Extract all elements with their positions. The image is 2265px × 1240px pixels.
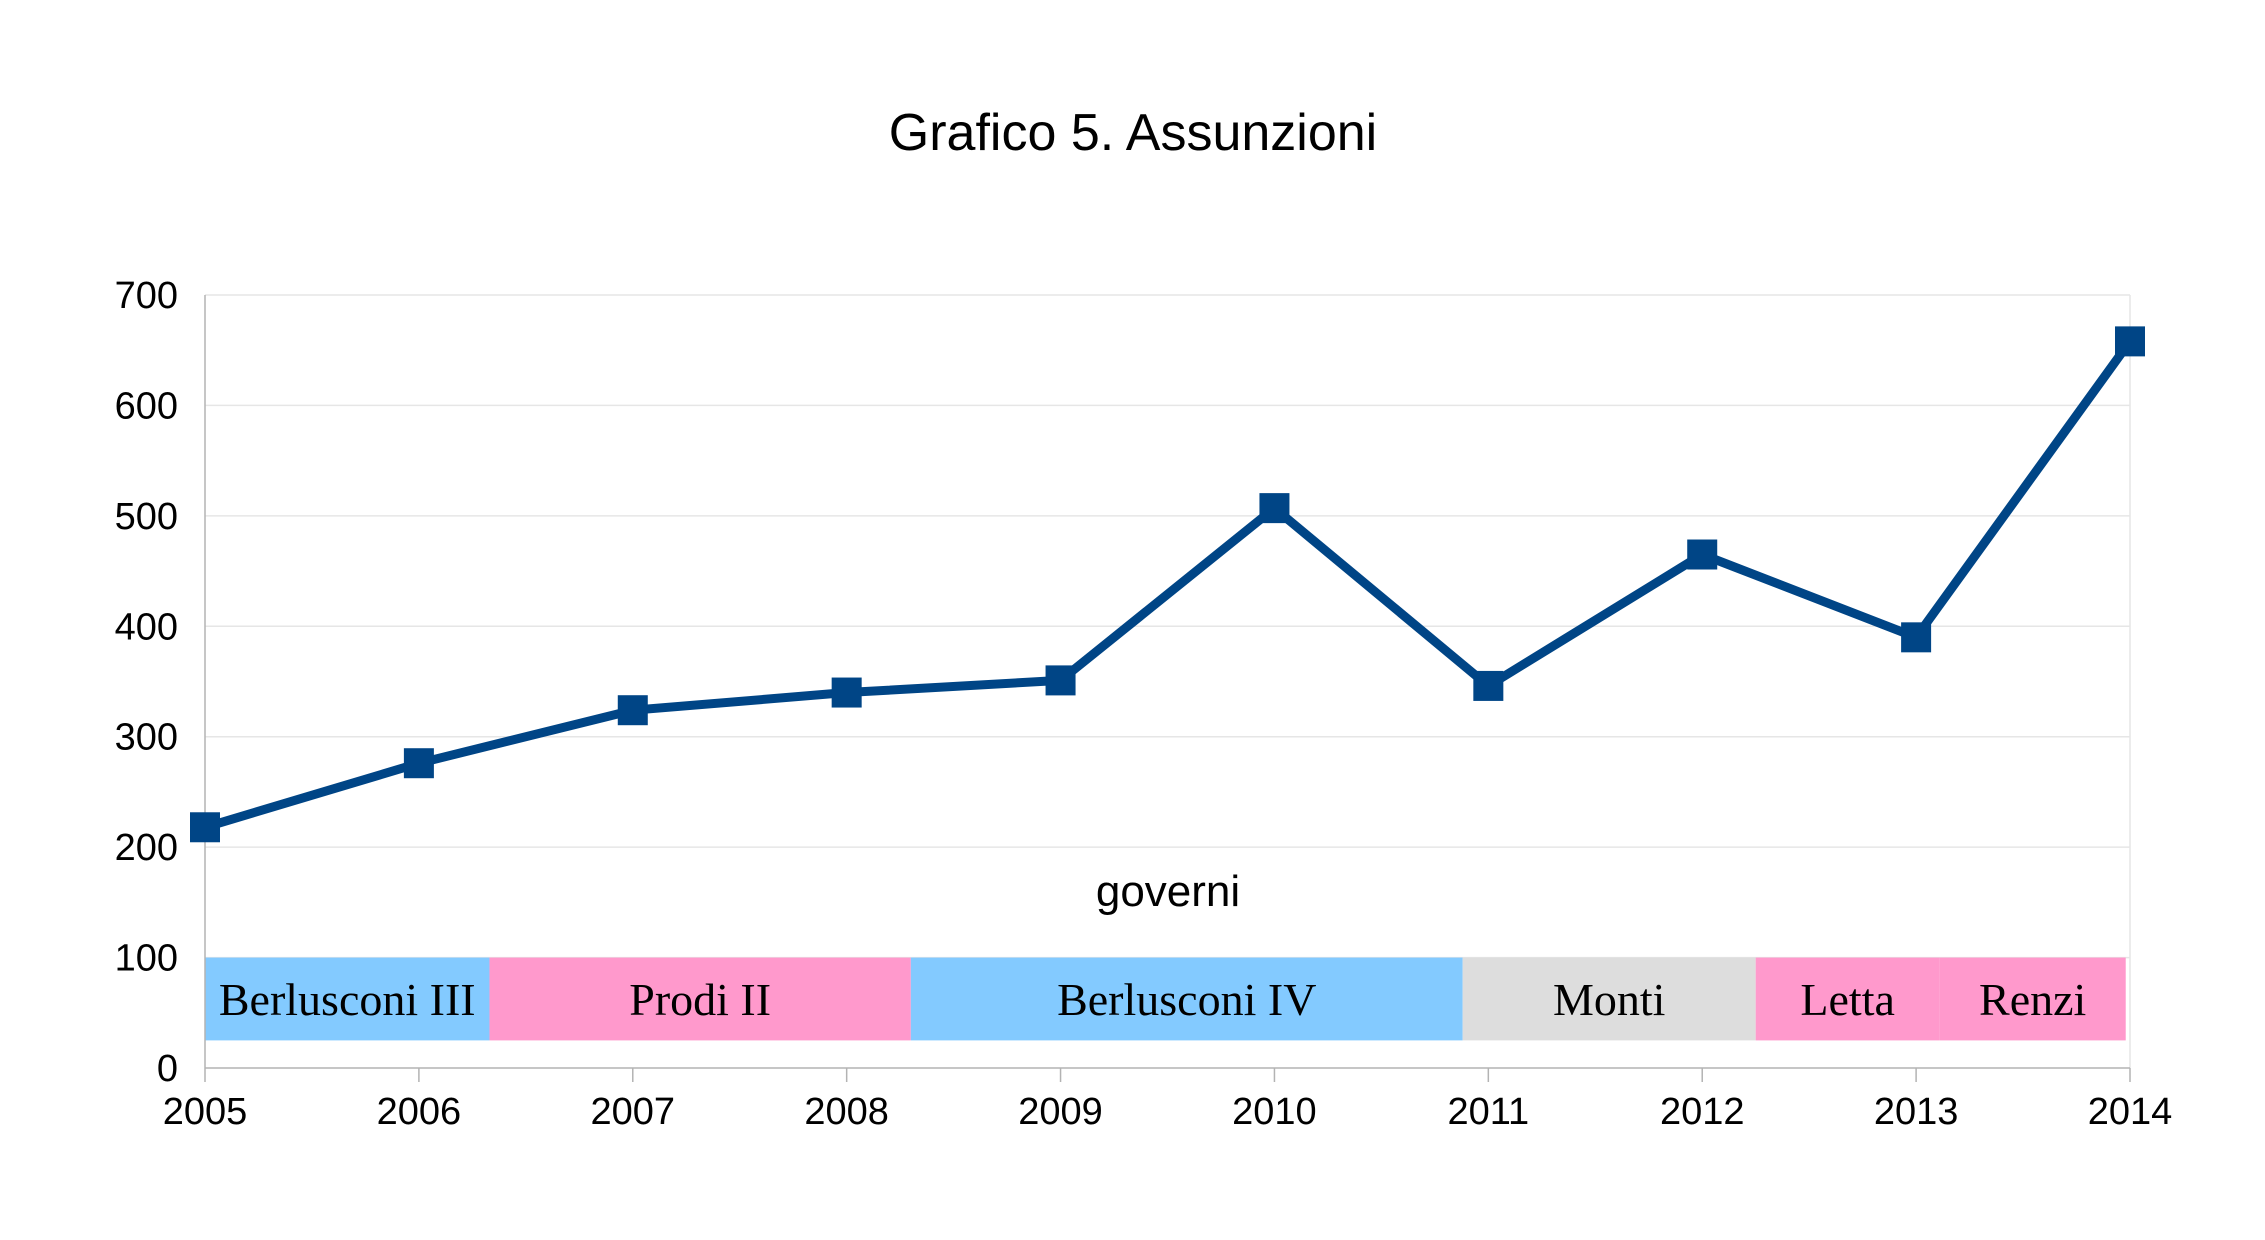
government-label: Renzi (1979, 974, 2086, 1025)
y-tick-label: 300 (115, 717, 178, 759)
data-point (1687, 539, 1718, 570)
data-point (831, 677, 862, 708)
government-band (1755, 957, 1940, 1041)
government-label: Prodi II (629, 974, 771, 1025)
data-point (403, 748, 434, 779)
data-point (617, 695, 648, 726)
y-tick-label: 500 (115, 496, 178, 538)
x-tick-label: 2006 (377, 1091, 462, 1133)
government-label: Letta (1800, 974, 1895, 1025)
government-label: Berlusconi IV (1057, 974, 1316, 1025)
x-tick-label: 2014 (2088, 1091, 2173, 1133)
y-tick-label: 200 (115, 827, 178, 869)
government-band (489, 957, 911, 1041)
y-tick-label: 400 (115, 606, 178, 648)
x-tick-label: 2011 (1447, 1091, 1529, 1133)
x-tick-label: 2012 (1660, 1091, 1745, 1133)
x-tick-label: 2008 (804, 1091, 889, 1133)
series-line-path (203, 338, 2134, 832)
data-point (1901, 622, 1932, 653)
y-tick-label: 0 (157, 1048, 178, 1090)
government-band (1462, 957, 1756, 1041)
data-point (190, 812, 220, 843)
x-tick-label: 2005 (163, 1091, 248, 1133)
data-point (1473, 670, 1504, 701)
x-tick-label: 2007 (591, 1091, 676, 1133)
chart-title: Grafico 5. Assunzioni (889, 104, 1377, 162)
x-tick-label: 2013 (1874, 1091, 1959, 1133)
data-point (1259, 493, 1290, 524)
government-band (205, 957, 490, 1041)
data-point (2115, 326, 2145, 357)
government-band (910, 957, 1463, 1041)
y-tick-label: 100 (115, 938, 178, 980)
government-label: Berlusconi III (219, 974, 476, 1025)
series-line (203, 338, 2134, 832)
government-band (1939, 957, 2126, 1041)
data-point (1045, 665, 1076, 696)
x-tick-label: 2010 (1232, 1091, 1317, 1133)
government-bands: Berlusconi III Prodi II Berlusconi IV Monti… (205, 957, 2126, 1041)
data-points (190, 326, 2145, 843)
governments-annotation: governi (1096, 867, 1240, 916)
government-label: Monti (1553, 974, 1665, 1025)
y-tick-label: 600 (115, 385, 178, 427)
axes: 0 100 200 300 400 500 600 700 2005 2006 2007 2008 20… (115, 275, 2173, 1133)
y-tick-label: 700 (115, 275, 178, 317)
grid-lines (205, 294, 2131, 1068)
x-tick-label: 2009 (1018, 1091, 1103, 1133)
